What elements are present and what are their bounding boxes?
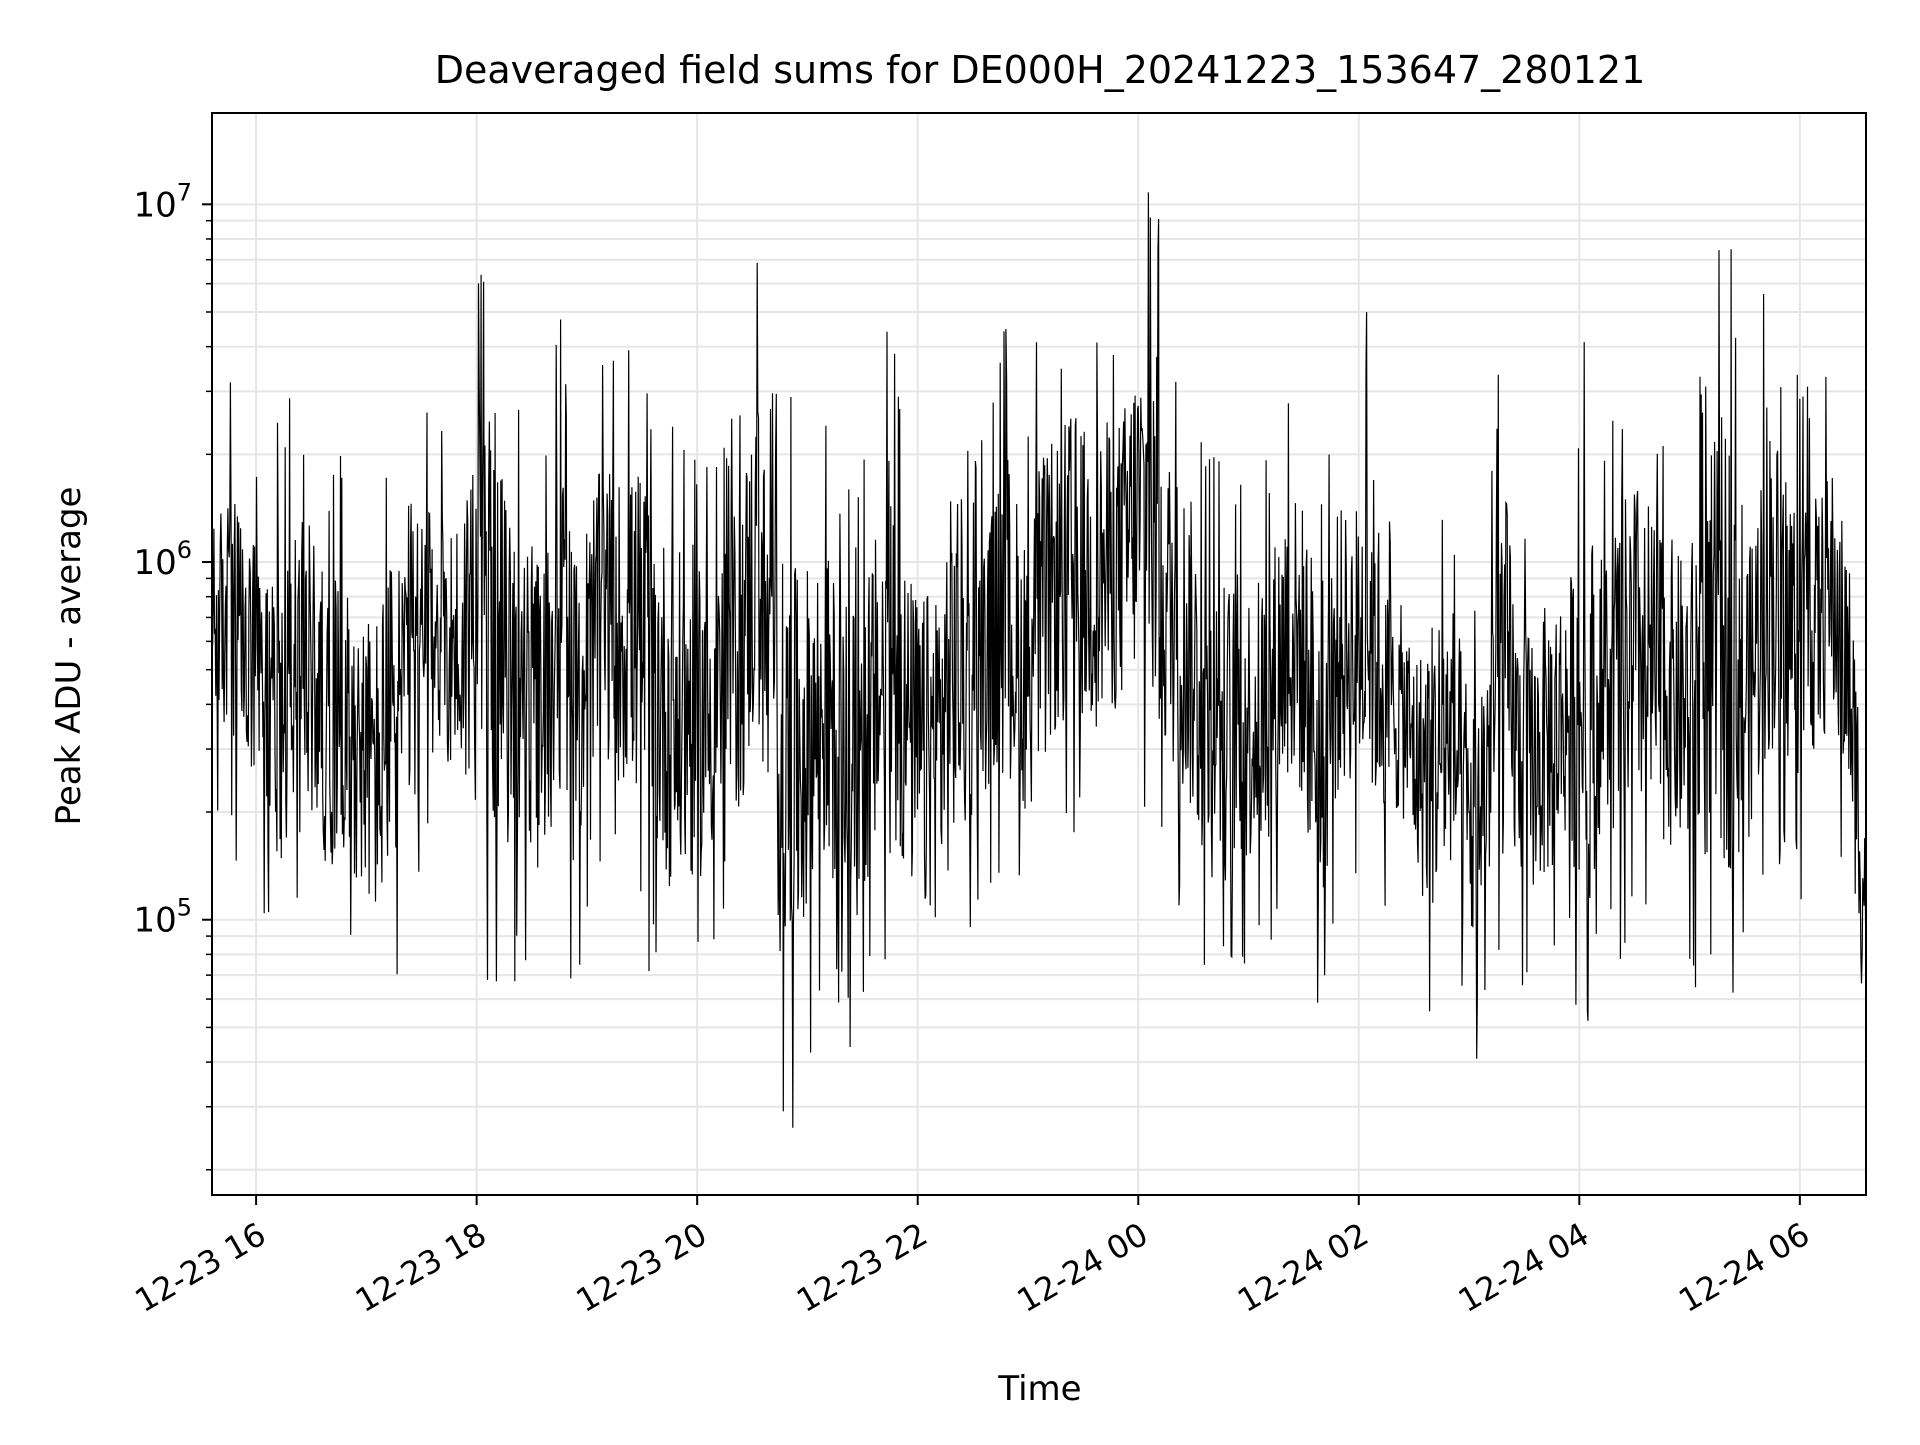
y-tick-label: 106 — [133, 536, 192, 583]
series-layer — [211, 192, 1867, 1128]
y-tick-label: 107 — [133, 178, 192, 225]
x-axis-label: Time — [997, 1369, 1081, 1409]
y-axis-label: Peak ADU - average — [49, 487, 89, 826]
y-tick-label: 105 — [133, 894, 192, 941]
data-series-line — [211, 192, 1867, 1128]
chart-title: Deaveraged field sums for DE000H_2024122… — [435, 48, 1646, 92]
plot-frame — [211, 112, 1867, 1196]
